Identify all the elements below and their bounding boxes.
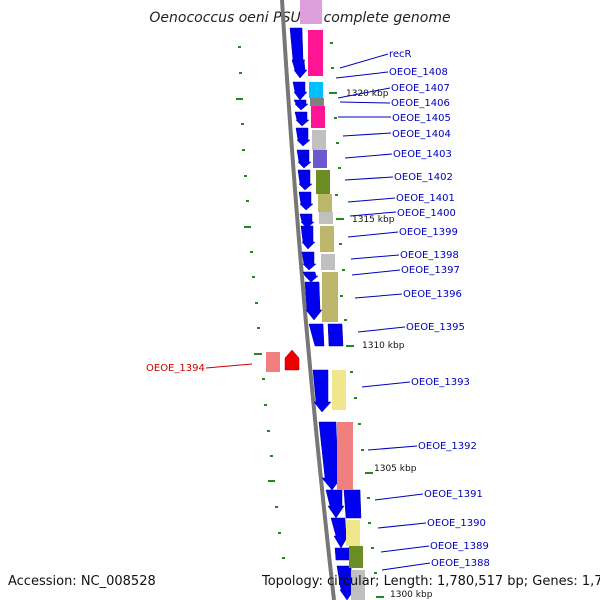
gene-labels: recR OEOE_1408 OEOE_1407 OEOE_1406 OEOE_… bbox=[146, 49, 490, 569]
gene-arrows bbox=[289, 27, 362, 600]
gene-label-oeoe-1406[interactable]: OEOE_1406 bbox=[391, 98, 450, 109]
gene-label-oeoe-1402[interactable]: OEOE_1402 bbox=[394, 172, 453, 183]
gene-arrow bbox=[298, 191, 314, 211]
scale-label: 1320 kbp bbox=[346, 89, 389, 99]
gene-label-oeoe-1407[interactable]: OEOE_1407 bbox=[391, 83, 450, 94]
gene-label-oeoe-1404[interactable]: OEOE_1404 bbox=[392, 129, 451, 140]
gene-arrow bbox=[334, 547, 350, 561]
scale-label: 1310 kbp bbox=[362, 341, 405, 351]
gene-label-oeoe-1390[interactable]: OEOE_1390 bbox=[427, 518, 486, 529]
leader-lines bbox=[335, 53, 431, 571]
gene-arrow bbox=[318, 421, 342, 491]
gene-label-oeoe-1397[interactable]: OEOE_1397 bbox=[401, 265, 460, 276]
scale-label: 1305 kbp bbox=[374, 464, 417, 474]
gene-label-oeoe-1388[interactable]: OEOE_1388 bbox=[431, 558, 490, 569]
gene-arrow bbox=[299, 213, 315, 229]
scale-ticks bbox=[236, 42, 384, 598]
gene-label-oeoe-1389[interactable]: OEOE_1389 bbox=[430, 541, 489, 552]
highlight-gene-box bbox=[266, 352, 280, 372]
gene-arrow bbox=[301, 251, 317, 271]
gene-arrow bbox=[304, 281, 323, 321]
gene-arrow bbox=[325, 489, 345, 519]
gene-label-oeoe-1401[interactable]: OEOE_1401 bbox=[396, 193, 455, 204]
gene-label-oeoe-1399[interactable]: OEOE_1399 bbox=[399, 227, 458, 238]
gene-arrow bbox=[297, 169, 313, 191]
gene-label-oeoe-1392[interactable]: OEOE_1392 bbox=[418, 441, 477, 452]
highlight-gene-arrow bbox=[284, 349, 300, 371]
gene-label-oeoe-1400[interactable]: OEOE_1400 bbox=[397, 208, 456, 219]
highlight-leader-line bbox=[205, 363, 253, 369]
gene-arrow bbox=[293, 99, 309, 111]
gene-arrow bbox=[330, 517, 349, 549]
gene-label-oeoe-1408[interactable]: OEOE_1408 bbox=[389, 67, 448, 78]
gene-arrow bbox=[296, 149, 312, 169]
scale-label: 1315 kbp bbox=[352, 215, 395, 225]
gene-label-oeoe-1396[interactable]: OEOE_1396 bbox=[403, 289, 462, 300]
gene-label-oeoe-1403[interactable]: OEOE_1403 bbox=[393, 149, 452, 160]
gene-label-recR[interactable]: recR bbox=[389, 49, 412, 60]
gene-label-oeoe-1391[interactable]: OEOE_1391 bbox=[424, 489, 483, 500]
gene-label-oeoe-1398[interactable]: OEOE_1398 bbox=[400, 250, 459, 261]
gene-label-oeoe-1394[interactable]: OEOE_1394 bbox=[146, 363, 205, 374]
gene-arrow bbox=[302, 271, 319, 283]
gene-arrow bbox=[327, 323, 344, 347]
gene-arrow bbox=[294, 111, 310, 127]
gene-arrow bbox=[295, 127, 311, 147]
accession-text: Accession: NC_008528 bbox=[8, 574, 156, 589]
gene-arrow bbox=[312, 369, 332, 413]
gene-arrow bbox=[343, 489, 362, 519]
genome-backbone bbox=[280, 0, 336, 600]
gene-arrow bbox=[300, 225, 316, 250]
topology-text: Topology: circular; Length: 1,780,517 bp… bbox=[262, 574, 600, 589]
gene-arrow bbox=[308, 323, 325, 347]
scale-labels: 1320 kbp 1315 kbp 1310 kbp 1305 kbp 1300… bbox=[346, 89, 433, 600]
cog-boxes bbox=[300, 0, 365, 600]
gene-arrow bbox=[292, 81, 308, 101]
gene-label-oeoe-1393[interactable]: OEOE_1393 bbox=[411, 377, 470, 388]
gene-label-oeoe-1395[interactable]: OEOE_1395 bbox=[406, 322, 465, 333]
gene-arrow bbox=[291, 59, 308, 79]
scale-label: 1300 kbp bbox=[390, 590, 433, 600]
gene-label-oeoe-1405[interactable]: OEOE_1405 bbox=[392, 113, 451, 124]
